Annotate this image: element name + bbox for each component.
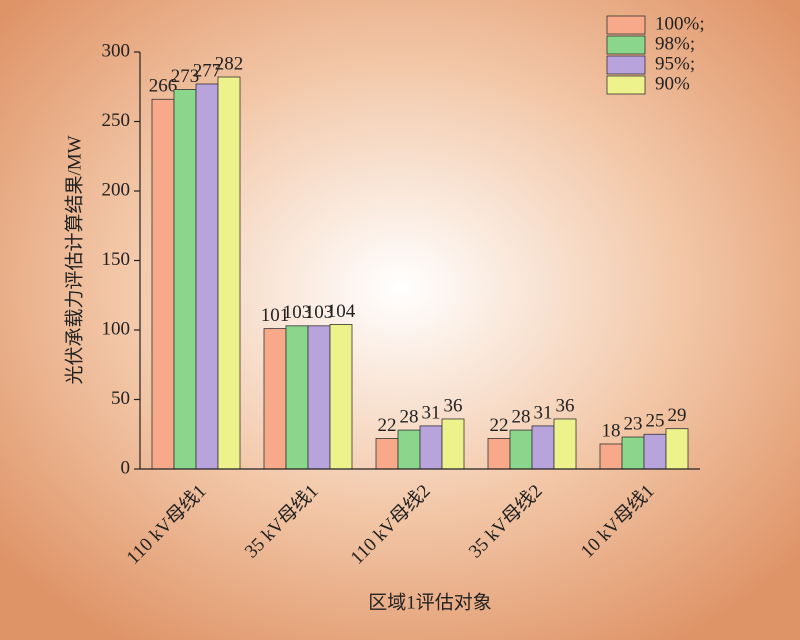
data-label: 23 bbox=[624, 413, 643, 434]
data-label: 101 bbox=[261, 305, 290, 326]
legend-swatch bbox=[606, 35, 646, 55]
bar bbox=[419, 425, 443, 470]
data-label: 277 bbox=[193, 60, 222, 81]
y-tick-label: 100 bbox=[102, 318, 131, 339]
bar bbox=[397, 429, 421, 470]
data-label: 28 bbox=[400, 406, 419, 427]
x-axis-label: 区域1评估对象 bbox=[368, 591, 492, 613]
bar bbox=[621, 436, 645, 470]
data-label: 36 bbox=[444, 395, 463, 416]
legend-label: 100%; bbox=[655, 13, 705, 34]
data-label: 103 bbox=[283, 302, 312, 323]
y-tick-label: 50 bbox=[111, 388, 130, 409]
data-label: 266 bbox=[149, 76, 178, 97]
legend-swatch bbox=[606, 75, 646, 95]
y-tick-label: 250 bbox=[102, 110, 131, 131]
bar bbox=[599, 443, 623, 470]
bar bbox=[531, 425, 555, 470]
y-tick-label: 0 bbox=[121, 457, 131, 478]
legend-swatch bbox=[606, 15, 646, 35]
bar bbox=[217, 76, 241, 470]
data-label: 36 bbox=[556, 395, 575, 416]
y-axis-label: 光伏承载力评估计算结果/MW bbox=[63, 135, 85, 384]
bar bbox=[151, 98, 175, 470]
data-label: 31 bbox=[422, 402, 441, 423]
data-label: 104 bbox=[327, 301, 356, 322]
bar bbox=[173, 89, 197, 470]
data-label: 22 bbox=[378, 415, 397, 436]
bar bbox=[375, 438, 399, 470]
legend-label: 90% bbox=[655, 73, 690, 94]
data-label: 103 bbox=[305, 302, 334, 323]
bar bbox=[487, 438, 511, 470]
y-tick-label: 150 bbox=[102, 249, 131, 270]
bar bbox=[329, 324, 353, 470]
bar bbox=[263, 328, 287, 470]
bar bbox=[195, 83, 219, 470]
legend-swatch bbox=[606, 55, 646, 75]
bar bbox=[441, 418, 465, 470]
data-label: 22 bbox=[490, 415, 509, 436]
data-label: 25 bbox=[646, 411, 665, 432]
data-label: 282 bbox=[215, 53, 244, 74]
data-label: 28 bbox=[512, 406, 531, 427]
data-label: 31 bbox=[534, 402, 553, 423]
y-tick-label: 200 bbox=[102, 179, 131, 200]
bar bbox=[307, 325, 331, 470]
y-tick-label: 300 bbox=[102, 40, 131, 61]
data-label: 18 bbox=[602, 420, 621, 441]
bar bbox=[509, 429, 533, 470]
data-label: 273 bbox=[171, 66, 200, 87]
bar bbox=[285, 325, 309, 470]
bar bbox=[553, 418, 577, 470]
legend-label: 95%; bbox=[655, 53, 695, 74]
bar bbox=[643, 433, 667, 470]
legend-label: 98%; bbox=[655, 33, 695, 54]
data-label: 29 bbox=[668, 405, 687, 426]
bar bbox=[665, 428, 689, 470]
